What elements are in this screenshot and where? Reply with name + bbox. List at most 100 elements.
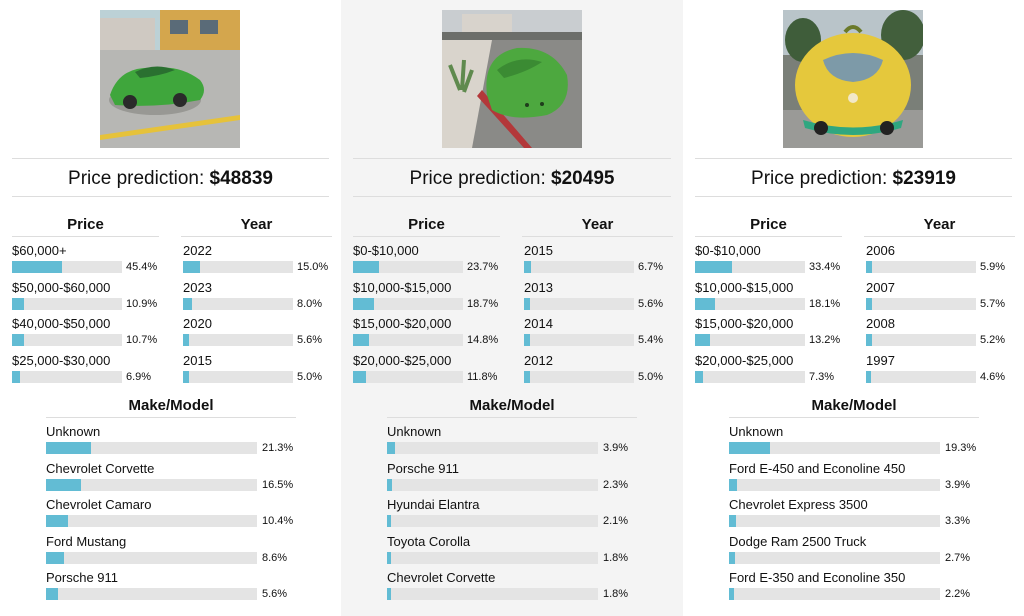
probability-percent: 10.4% <box>262 515 294 528</box>
probability-bar-fill <box>866 297 873 310</box>
probability-bar-fill <box>695 370 704 383</box>
price-option-label: $60,000+ <box>12 243 67 258</box>
probability-bar-track <box>387 588 598 601</box>
year-option-label: 2015 <box>183 352 212 368</box>
make-option-label: Hyundai Elantra <box>387 497 480 513</box>
price-option-label: $40,000-$50,000 <box>12 316 111 332</box>
probability-bar-fill <box>866 334 872 347</box>
probability-bar-track <box>46 478 257 491</box>
probability-bar-fill <box>387 551 391 564</box>
year-option-label: 2015 <box>524 243 553 258</box>
year-option-label: 2007 <box>866 279 895 295</box>
car-result-card: Price prediction: $23919 Price Year Make… <box>683 0 1024 616</box>
probability-bar-fill <box>729 588 734 601</box>
probability-percent: 16.5% <box>262 478 294 491</box>
year-option-label: 2006 <box>866 243 895 258</box>
probability-bar-fill <box>12 297 24 310</box>
probability-bar-track <box>729 551 940 564</box>
probability-percent: 15.0% <box>297 261 329 273</box>
probability-percent: 19.3% <box>945 442 977 454</box>
probability-bar-fill <box>183 370 189 383</box>
probability-percent: 11.8% <box>467 370 498 383</box>
probability-bar-fill <box>12 370 20 383</box>
probability-percent: 1.8% <box>603 551 629 564</box>
probability-percent: 23.7% <box>467 261 499 273</box>
probability-bar-fill <box>866 370 872 383</box>
probability-percent: 14.8% <box>467 334 499 347</box>
make-model-section-title: Make/Model <box>46 396 296 418</box>
probability-percent: 5.0% <box>297 370 323 383</box>
probability-bar-track <box>46 551 257 564</box>
probability-bar-track <box>524 370 634 383</box>
probability-bar-track <box>524 261 634 273</box>
make-option-label: Porsche 911 <box>46 570 119 586</box>
probability-bar-fill <box>183 297 192 310</box>
car-result-card: Price prediction: $48839 Price Year Make… <box>0 0 341 616</box>
probability-bar-fill <box>46 478 81 491</box>
probability-bar-fill <box>524 261 532 273</box>
probability-bar-track <box>46 588 257 601</box>
probability-bar-track <box>729 478 940 491</box>
year-option-label: 2014 <box>524 316 553 332</box>
probability-percent: 5.6% <box>638 297 664 310</box>
probability-percent: 5.4% <box>638 334 664 347</box>
probability-bar-fill <box>353 297 374 310</box>
year-section-title: Year <box>181 215 332 237</box>
probability-percent: 5.6% <box>297 334 323 347</box>
probability-percent: 3.9% <box>945 478 971 491</box>
car-photo-image <box>100 10 240 148</box>
year-option-label: 2008 <box>866 316 895 332</box>
probability-percent: 2.2% <box>945 588 971 601</box>
probability-bar-track <box>866 297 976 310</box>
price-option-label: $0-$10,000 <box>695 243 761 258</box>
year-option-label: 2013 <box>524 279 553 295</box>
probability-percent: 18.1% <box>809 297 841 310</box>
year-option-label: 1997 <box>866 352 895 368</box>
make-option-label: Ford E-450 and Econoline 450 <box>729 460 906 476</box>
price-prediction: Price prediction: $20495 <box>353 158 671 197</box>
make-option-label: Unknown <box>387 424 442 439</box>
year-option-label: 2022 <box>183 243 212 258</box>
probability-bar-fill <box>387 478 392 491</box>
price-option-label: $10,000-$15,000 <box>353 279 452 295</box>
probability-bar-track <box>353 334 463 347</box>
year-option-label: 2020 <box>183 316 212 332</box>
car-photo-image <box>783 10 923 148</box>
probability-bar-fill <box>524 334 530 347</box>
make-option-label: Unknown <box>729 424 784 439</box>
price-option-label: $15,000-$20,000 <box>695 316 794 332</box>
probability-bar-track <box>866 261 976 273</box>
probability-percent: 1.8% <box>603 588 629 601</box>
make-option-label: Chevrolet Express 3500 <box>729 497 868 513</box>
make-option-label: Ford Mustang <box>46 533 127 549</box>
price-option-label: $20,000-$25,000 <box>353 352 452 368</box>
price-section-title: Price <box>12 215 159 237</box>
make-model-section-title: Make/Model <box>729 396 979 418</box>
prediction-label: Price prediction: <box>68 168 205 189</box>
lemon-car-photo <box>783 10 923 148</box>
probability-percent: 6.7% <box>638 261 664 273</box>
year-section-title: Year <box>864 215 1015 237</box>
car-photo-image <box>442 10 582 148</box>
probability-bar-track <box>46 442 257 454</box>
probability-bar-track <box>695 370 805 383</box>
make-option-label: Dodge Ram 2500 Truck <box>729 533 867 549</box>
green-cucumber-car-photo <box>100 10 240 148</box>
probability-bar-fill <box>524 370 530 383</box>
probability-percent: 10.7% <box>126 334 158 347</box>
probability-percent: 10.9% <box>126 297 158 310</box>
price-section-title: Price <box>695 215 842 237</box>
probability-bar-fill <box>866 261 873 273</box>
probability-percent: 3.3% <box>945 515 971 528</box>
probability-bar-track <box>387 442 598 454</box>
probability-percent: 2.1% <box>603 515 629 528</box>
probability-percent: 18.7% <box>467 297 499 310</box>
probability-bar-fill <box>183 261 200 273</box>
probability-bar-fill <box>387 515 392 528</box>
probability-bar-track <box>183 334 293 347</box>
probability-percent: 8.6% <box>262 551 288 564</box>
price-option-label: $50,000-$60,000 <box>12 279 111 295</box>
probability-bar-track <box>12 261 122 273</box>
probability-bar-track <box>729 588 940 601</box>
probability-percent: 6.9% <box>126 370 152 383</box>
